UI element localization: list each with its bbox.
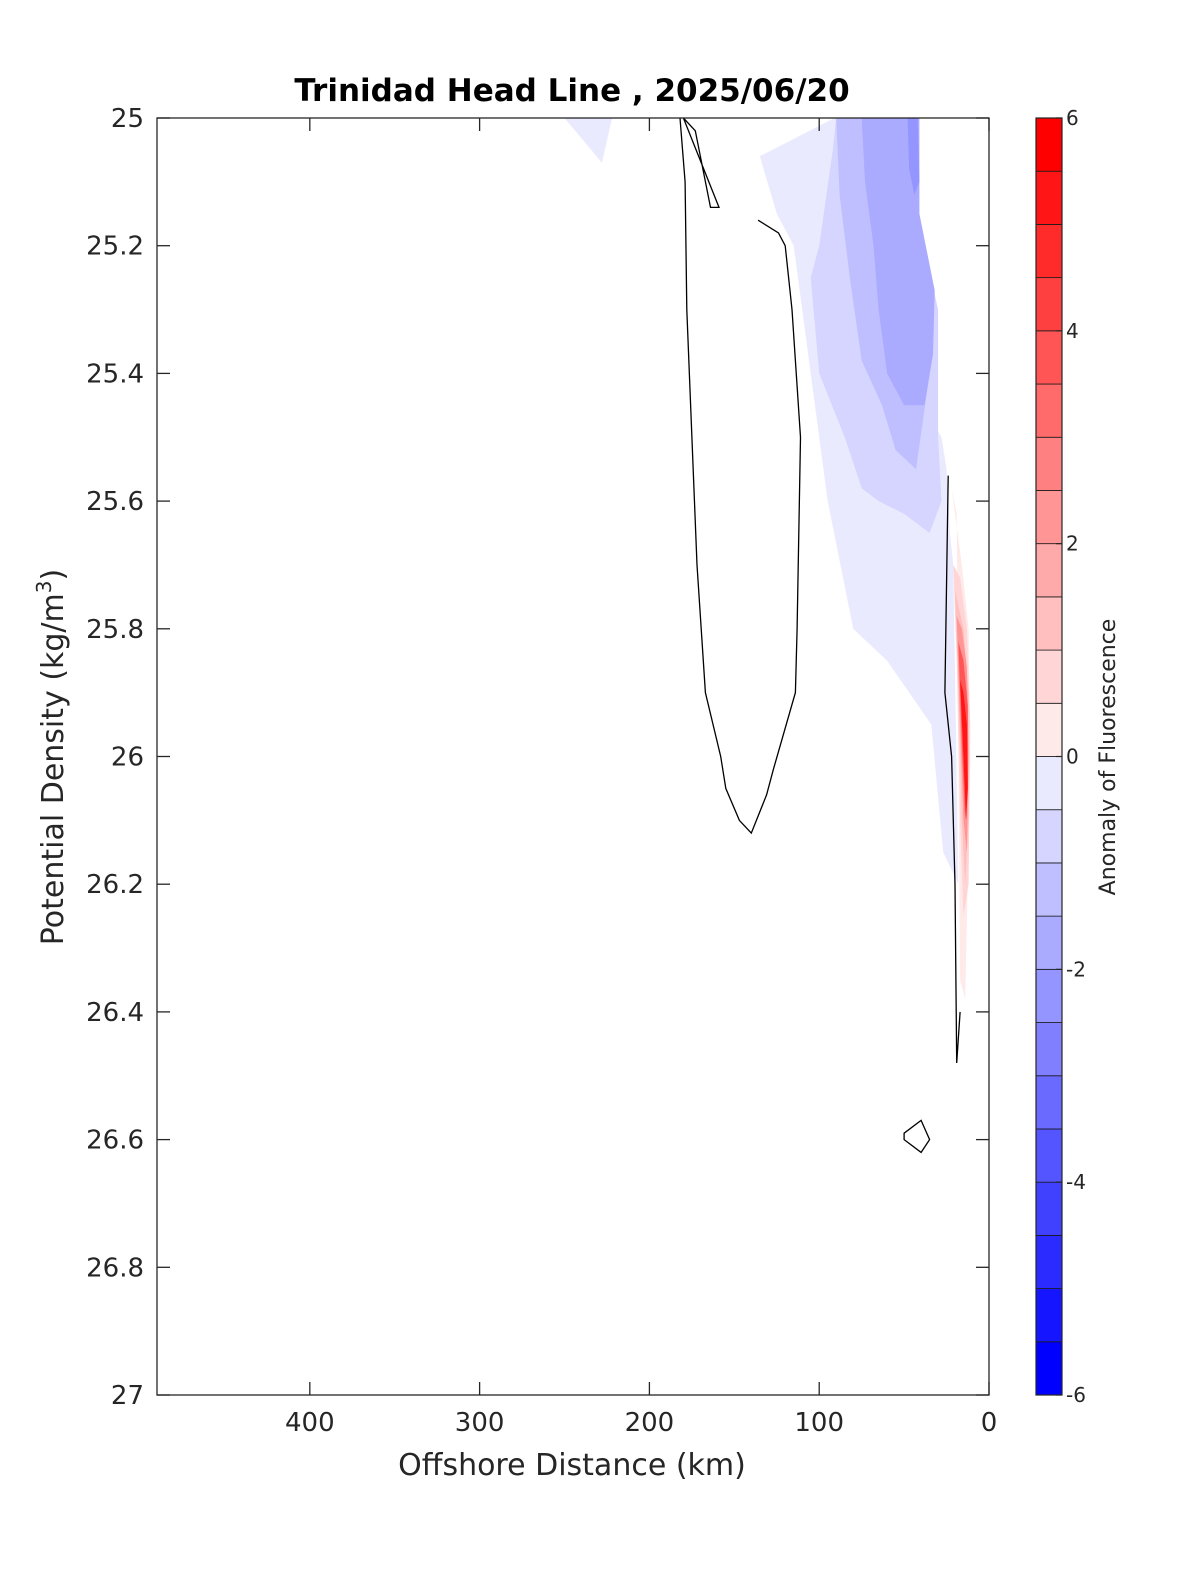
y-tick-label: 26.6: [86, 1126, 144, 1156]
contour-plot-area: [157, 117, 989, 1395]
contour-fill-neg-7: [861, 118, 935, 406]
colorbar-segment: [1035, 170, 1063, 225]
y-axis-label-base: Potential Density (kg/m: [36, 593, 71, 945]
y-axis-label: Potential Density (kg/m3): [32, 569, 71, 945]
colorbar-segment: [1035, 1341, 1063, 1396]
x-tick-label: 200: [625, 1408, 675, 1438]
colorbar-segment: [1035, 1075, 1063, 1130]
colorbar-segment: [1035, 1022, 1063, 1077]
colorbar-segment: [1035, 756, 1063, 811]
y-tick-label: 27: [111, 1381, 144, 1411]
zero-contour-line-3: [903, 1119, 931, 1154]
colorbar-segment: [1035, 436, 1063, 491]
colorbar-segment: [1035, 649, 1063, 704]
colorbar-tick-label: 2: [1066, 532, 1079, 556]
colorbar-segment: [1035, 1234, 1063, 1289]
contour-fill-neg-1: [759, 118, 959, 885]
colorbar-segment: [1035, 915, 1063, 970]
colorbar-tick-label: 6: [1066, 106, 1079, 130]
colorbar-segment: [1035, 1288, 1063, 1343]
colorbar-segment: [1035, 224, 1063, 279]
colorbar-tick-label: -4: [1066, 1170, 1086, 1194]
y-axis-label-end: ): [36, 569, 71, 581]
y-tick-label: 25.4: [86, 359, 144, 389]
colorbar-segment: [1035, 809, 1063, 864]
colorbar-segment: [1035, 383, 1063, 438]
colorbar-segment: [1035, 330, 1063, 385]
zero-contour-line-0: [682, 117, 720, 209]
colorbar-segment: [1035, 117, 1063, 172]
colorbar-tick-label: -2: [1066, 957, 1086, 981]
contour-fill-neg-8: [907, 118, 920, 195]
colorbar-segment: [1035, 702, 1063, 757]
colorbar-segment: [1035, 1128, 1063, 1183]
zero-contour-line-2: [944, 475, 961, 1064]
colorbar-tick-label: 4: [1066, 319, 1079, 343]
x-tick-label: 300: [455, 1408, 505, 1438]
plot-axes: 400 300 200 100 0 25 25.2 25.4 25.6 25.8 26 26.2 26.…: [86, 104, 997, 1438]
zero-contour-line-1: [679, 117, 802, 835]
colorbar-segment: [1035, 596, 1063, 651]
colorbar-segment: [1035, 277, 1063, 332]
y-tick-label: 25: [111, 104, 144, 134]
colorbar-segment: [1035, 862, 1063, 917]
contour-fill-neg-0: [564, 118, 613, 163]
y-axis-label-superscript: 3: [32, 580, 56, 593]
y-tick-label: 26.8: [86, 1253, 144, 1283]
y-tick-label: 26.2: [86, 870, 144, 900]
y-tick-label: 26.4: [86, 998, 144, 1028]
colorbar-segment: [1035, 543, 1063, 598]
colorbar-segment: [1035, 968, 1063, 1023]
y-tick-label: 25.2: [86, 232, 144, 262]
x-tick-label: 400: [285, 1408, 335, 1438]
chart-title: Trinidad Head Line , 2025/06/20: [294, 73, 849, 109]
colorbar-segment: [1035, 490, 1063, 545]
colorbar: 6 4 2 0 -2 -4 -6: [1035, 106, 1086, 1407]
x-tick-label: 100: [794, 1408, 844, 1438]
colorbar-label: Anomaly of Fluorescence: [1096, 619, 1121, 896]
contour-fill-pos-11: [960, 679, 968, 821]
y-tick-label: 25.8: [86, 615, 144, 645]
y-tick-label: 26: [111, 743, 144, 773]
x-axis-label: Offshore Distance (km): [398, 1448, 746, 1483]
y-tick-label: 25.6: [86, 487, 144, 517]
x-tick-label: 0: [981, 1408, 998, 1438]
colorbar-tick-label: 0: [1066, 745, 1079, 769]
colorbar-segment: [1035, 1181, 1063, 1236]
colorbar-tick-label: -6: [1066, 1383, 1086, 1407]
